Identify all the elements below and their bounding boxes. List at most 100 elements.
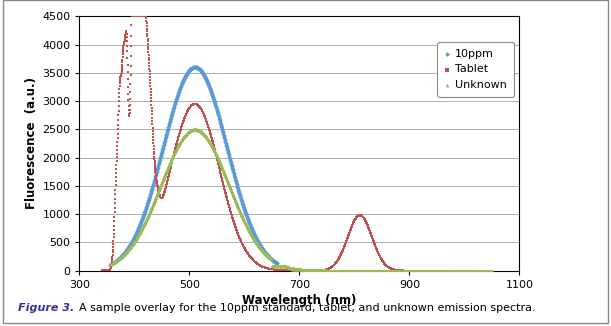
Tablet [269,267,279,272]
10ppm [262,251,271,257]
Tablet [405,268,415,273]
Unknown [252,241,262,246]
Tablet [197,107,207,112]
Unknown [279,263,289,269]
Unknown [283,264,293,270]
Unknown [403,268,413,273]
Tablet [177,124,186,129]
Unknown [216,161,225,166]
Tablet [225,207,235,213]
Tablet [369,240,379,245]
Unknown [174,142,183,147]
Tablet [391,267,401,273]
10ppm [158,147,167,152]
Tablet [446,268,456,273]
10ppm [259,248,269,254]
Tablet [457,268,467,273]
Unknown [266,256,276,261]
10ppm [214,114,224,119]
Tablet [129,14,139,19]
10ppm [221,141,231,146]
Unknown [174,142,183,148]
Tablet [281,268,291,273]
Unknown [479,268,489,273]
Unknown [128,241,137,246]
10ppm [228,168,238,173]
10ppm [230,176,240,181]
Tablet [398,268,408,273]
Unknown [192,127,202,132]
Unknown [310,268,320,273]
Tablet [455,268,465,273]
Tablet [453,268,463,273]
Tablet [131,14,141,19]
Unknown [481,268,491,273]
Unknown [448,268,458,273]
Unknown [452,268,461,273]
Unknown [127,243,137,248]
Unknown [176,138,186,143]
Unknown [348,268,358,273]
Unknown [343,268,353,273]
10ppm [145,194,155,199]
10ppm [183,69,193,74]
Tablet [327,264,337,269]
Unknown [442,268,452,273]
10ppm [251,236,261,241]
Tablet [357,213,367,218]
Tablet [466,268,476,273]
Tablet [136,14,145,19]
Tablet [375,253,384,259]
10ppm [169,106,178,111]
Tablet [335,253,345,259]
Tablet [189,101,199,107]
Tablet [335,253,345,258]
Tablet [224,204,234,210]
Tablet [266,267,276,272]
Unknown [130,238,140,243]
Tablet [342,238,351,244]
Tablet [443,268,453,273]
10ppm [154,160,164,165]
Tablet [394,268,404,273]
10ppm [224,153,234,158]
10ppm [134,224,144,230]
10ppm [252,236,262,242]
Tablet [472,268,481,273]
Tablet [127,14,137,19]
Tablet [185,105,194,111]
Unknown [333,268,343,273]
Tablet [229,218,238,223]
Tablet [409,268,419,273]
Unknown [178,134,188,140]
Unknown [130,239,139,244]
10ppm [219,134,229,139]
Tablet [155,193,165,199]
Tablet [104,267,114,273]
Unknown [105,262,115,267]
10ppm [164,124,174,129]
Unknown [252,241,262,246]
Tablet [111,187,120,192]
Unknown [142,216,152,221]
Tablet [183,107,193,112]
Unknown [384,268,393,273]
Unknown [192,127,202,132]
Tablet [119,41,129,46]
Unknown [241,222,251,227]
Unknown [268,263,277,269]
Tablet [350,217,360,222]
Tablet [188,102,198,107]
Tablet [294,268,304,273]
Tablet [172,139,182,144]
Tablet [301,268,311,273]
Tablet [210,146,219,151]
Unknown [321,268,331,273]
Tablet [121,31,131,37]
Tablet [293,268,303,273]
Unknown [290,266,300,271]
Unknown [106,261,116,266]
10ppm [175,87,185,92]
Tablet [232,229,242,234]
Tablet [271,267,280,273]
